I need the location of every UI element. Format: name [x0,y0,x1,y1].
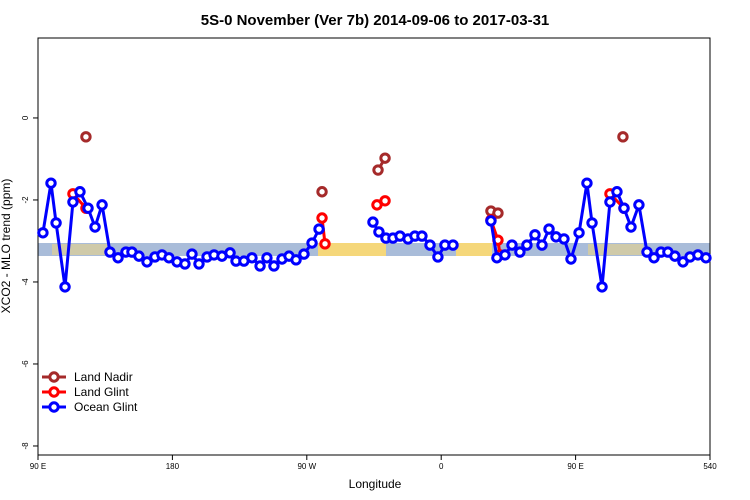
data-point [89,221,101,233]
data-point [596,281,608,293]
data-point [529,229,541,241]
land-band [318,243,386,256]
y-tick-label: -6 [21,360,30,368]
data-point [372,164,384,176]
data-point [261,252,273,264]
data-point [521,239,533,251]
data-point [316,212,328,224]
data-point [367,216,379,228]
data-point [648,252,660,264]
data-point [82,202,94,214]
data-point [254,260,266,272]
data-point [67,196,79,208]
data-point [669,250,681,262]
data-point [424,239,436,251]
data-point [133,250,145,262]
data-point [45,177,57,189]
data-point [224,247,236,259]
land-band [588,244,643,255]
land-band [456,243,492,256]
data-point [298,248,310,260]
data-point [492,207,504,219]
y-tick-label: 0 [21,115,30,120]
data-point [373,226,385,238]
data-point [74,186,86,198]
data-point [80,131,92,143]
data-point [581,177,593,189]
legend-marker [48,371,60,383]
x-tick-label: 180 [166,462,180,471]
data-point [246,252,258,264]
data-point [50,217,62,229]
data-point [618,202,630,214]
data-point [104,246,116,258]
data-point [193,258,205,270]
data-point [379,195,391,207]
plot-frame [37,37,711,456]
data-point [112,252,124,264]
data-point [617,131,629,143]
data-point [316,186,328,198]
data-point [379,152,391,164]
data-point [268,260,280,272]
data-point [59,281,71,293]
data-point [37,227,49,239]
data-point [565,253,577,265]
data-point [558,233,570,245]
legend-label: Land Glint [74,385,129,399]
data-point [96,199,108,211]
y-tick-label: -2 [21,196,30,204]
x-tick-label: 0 [439,462,444,471]
data-point [416,230,428,242]
x-tick-label: 540 [703,462,717,471]
data-point [536,239,548,251]
data-point [432,251,444,263]
data-point [179,258,191,270]
land-band [52,244,107,255]
data-point [700,252,712,264]
data-point [543,223,555,235]
data-point [633,199,645,211]
data-point [604,196,616,208]
data-point [306,237,318,249]
data-point [506,239,518,251]
legend-marker [48,386,60,398]
x-axis-label: Longitude [349,477,402,491]
data-point [186,248,198,260]
x-tick-label: 90 E [30,462,46,471]
data-point [625,221,637,233]
data-point [611,186,623,198]
x-tick-label: 90 W [297,462,316,471]
data-point [290,254,302,266]
data-point [447,239,459,251]
data-point [586,217,598,229]
y-tick-label: -4 [21,278,30,286]
data-point [141,256,153,268]
data-point [573,227,585,239]
y-tick-label: -8 [21,442,30,450]
data-point [499,249,511,261]
data-point [485,215,497,227]
data-point [514,246,526,258]
data-point [641,246,653,258]
chart-title: 5S-0 November (Ver 7b) 2014-09-06 to 201… [201,12,550,29]
data-point [319,238,331,250]
data-point [313,223,325,235]
legend-label: Ocean Glint [74,400,138,414]
legend-label: Land Nadir [74,370,133,384]
y-axis-label: XCO2 - MLO trend (ppm) [0,179,13,314]
legend-marker [48,401,60,413]
x-tick-label: 90 E [567,462,583,471]
